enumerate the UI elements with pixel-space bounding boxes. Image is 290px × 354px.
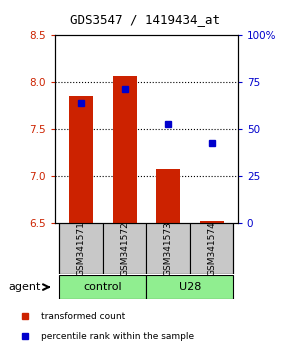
Bar [146,275,233,299]
Text: GSM341572: GSM341572 [120,221,129,276]
Bar [146,223,190,274]
Text: GSM341573: GSM341573 [164,221,173,276]
Bar [103,223,146,274]
Text: GDS3547 / 1419434_at: GDS3547 / 1419434_at [70,13,220,26]
Bar [59,223,103,274]
Bar [200,221,224,223]
Text: U28: U28 [179,282,201,292]
Bar [59,275,146,299]
Text: GSM341574: GSM341574 [207,221,216,276]
Text: control: control [84,282,122,292]
Text: percentile rank within the sample: percentile rank within the sample [41,332,194,341]
Bar [69,96,93,223]
Bar [190,223,233,274]
Bar [156,169,180,223]
Text: GSM341571: GSM341571 [77,221,86,276]
Text: agent: agent [9,282,41,292]
Text: transformed count: transformed count [41,312,126,321]
Bar [113,76,137,223]
